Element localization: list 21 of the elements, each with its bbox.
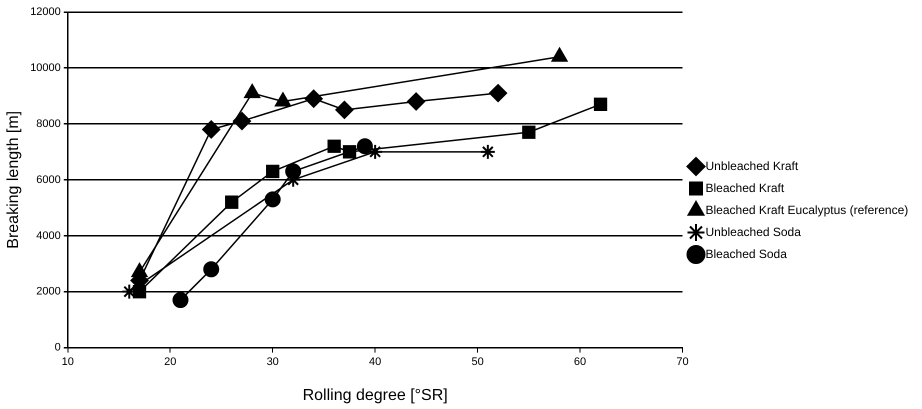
y-tick-label: 0 xyxy=(54,342,61,354)
x-tick-label: 40 xyxy=(369,356,382,368)
x-axis-title: Rolling degree [°SR] xyxy=(302,386,448,404)
legend-label: Bleached Kraft xyxy=(706,180,785,195)
y-tick-label: 6000 xyxy=(36,174,61,186)
y-tick-label: 2000 xyxy=(36,286,61,298)
legend-label: Unbleached Soda xyxy=(706,224,802,239)
legend-label: Bleached Kraft Eucalyptus (reference) xyxy=(706,202,908,217)
y-tick-label: 8000 xyxy=(36,118,61,130)
x-tick-label: 10 xyxy=(62,356,74,368)
y-tick-label: 12000 xyxy=(30,6,61,18)
legend-label: Unbleached Kraft xyxy=(706,158,799,173)
x-tick-label: 60 xyxy=(574,356,586,368)
x-tick-label: 30 xyxy=(266,356,279,368)
y-tick-label: 10000 xyxy=(30,62,61,74)
legend-label: Bleached Soda xyxy=(706,246,788,261)
x-tick-label: 50 xyxy=(471,356,484,368)
y-tick-label: 4000 xyxy=(36,230,61,242)
x-tick-label: 20 xyxy=(164,356,176,368)
x-tick-label: 70 xyxy=(676,356,689,368)
y-axis-title: Breaking length [m] xyxy=(5,110,22,249)
